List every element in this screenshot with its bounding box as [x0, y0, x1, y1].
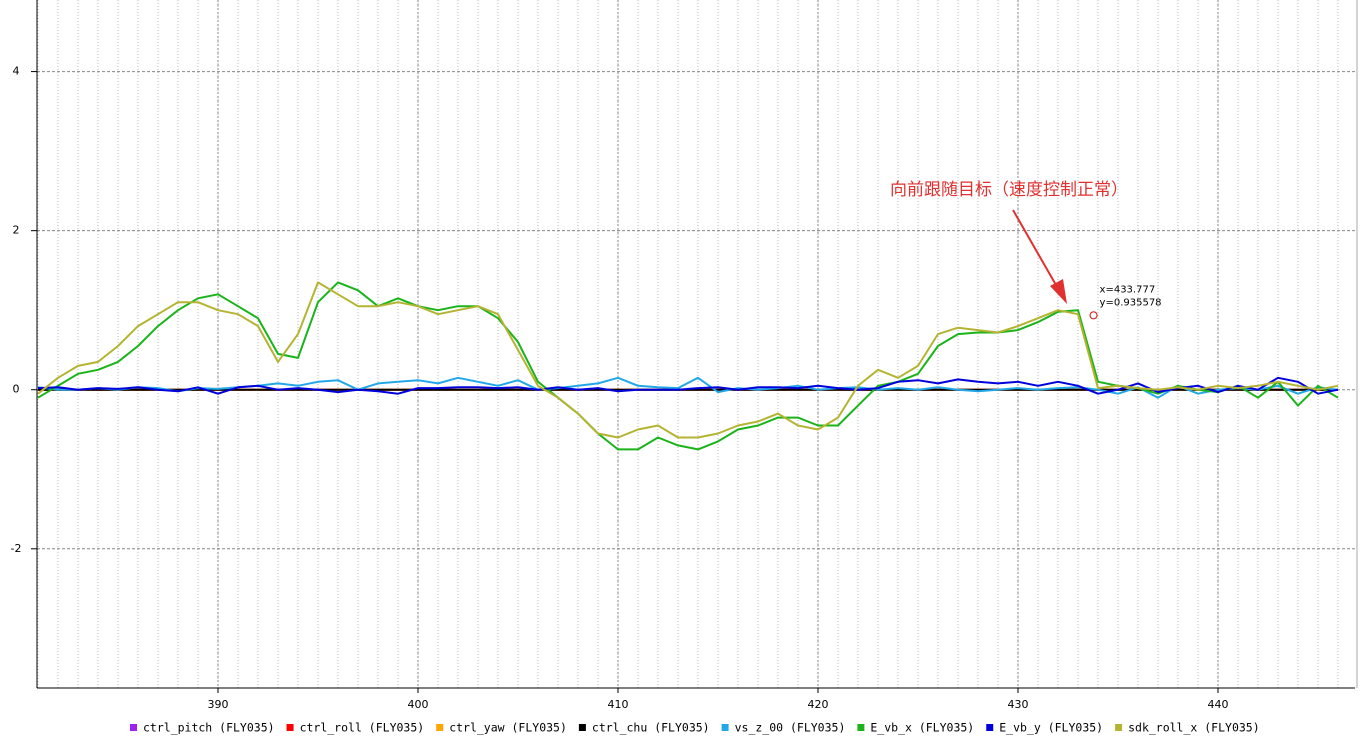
marker-label: x=433.777 [1100, 284, 1156, 295]
legend-swatch [436, 724, 444, 731]
y-tick-label: -2 [11, 542, 22, 555]
legend-label: E_vb_y (FLY035) [999, 721, 1103, 735]
y-tick-label: 2 [13, 224, 20, 237]
legend-label: ctrl_yaw (FLY035) [449, 721, 567, 735]
legend-label: ctrl_pitch (FLY035) [143, 721, 275, 735]
legend-swatch [578, 724, 586, 731]
x-tick-label: 390 [208, 698, 229, 711]
legend-label: vs_z_00 (FLY035) [735, 721, 846, 735]
legend-label: E_vb_x (FLY035) [870, 721, 974, 735]
series-line [37, 281, 1339, 439]
x-tick-label: 440 [1208, 698, 1229, 711]
y-tick-label: 4 [13, 65, 20, 78]
marker-label: y=0.935578 [1100, 297, 1162, 308]
y-tick-label: 0 [13, 383, 20, 396]
legend-label: sdk_roll_x (FLY035) [1128, 721, 1260, 735]
annotation-arrow-shaft [1012, 209, 1061, 293]
legend-swatch [1115, 724, 1123, 731]
x-tick-label: 420 [808, 698, 829, 711]
legend-label: ctrl_roll (FLY035) [300, 721, 425, 735]
legend-swatch [286, 724, 294, 731]
legend-swatch [721, 724, 729, 731]
x-tick-label: 400 [408, 698, 429, 711]
marker-point [1089, 311, 1098, 320]
series-line [37, 376, 1339, 395]
annotation-text: 向前跟随目标（速度控制正常） [890, 180, 1128, 200]
x-tick-label: 430 [1008, 698, 1029, 711]
legend-swatch [986, 724, 994, 731]
legend-swatch [857, 724, 865, 731]
annotation-arrow-head [1050, 279, 1067, 304]
legend-swatch [130, 724, 137, 731]
legend-label: ctrl_chu (FLY035) [592, 721, 710, 735]
x-tick-label: 410 [608, 698, 629, 711]
